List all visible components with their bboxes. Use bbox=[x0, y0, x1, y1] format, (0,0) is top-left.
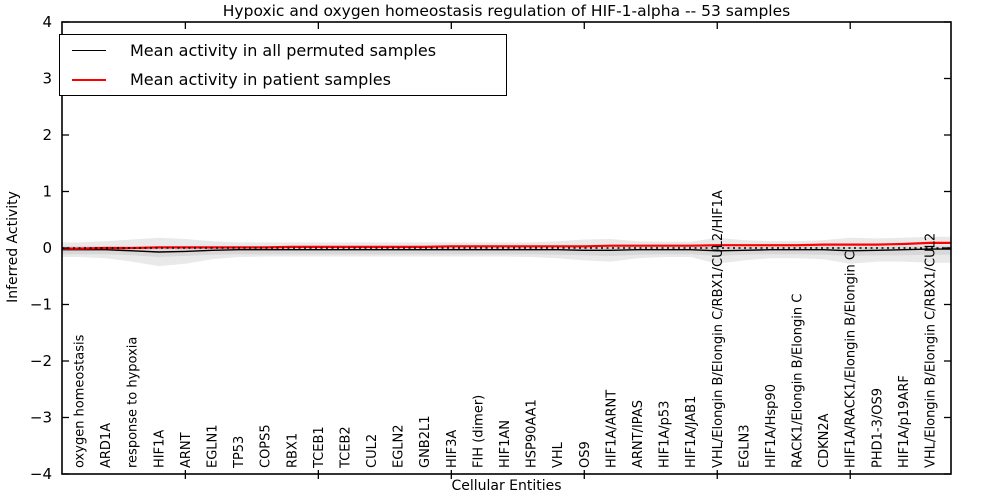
category-label: response to hypoxia bbox=[126, 337, 141, 468]
category-label: EGLN1 bbox=[205, 424, 220, 468]
category-label: VHL/Elongin B/Elongin C/RBX1/CUL2/HIF1A bbox=[711, 190, 726, 468]
chart-title: Hypoxic and oxygen homeostasis regulatio… bbox=[222, 2, 791, 20]
category-label: HIF1AN bbox=[498, 420, 513, 468]
category-label: HSP90AA1 bbox=[525, 399, 540, 468]
category-label: TCEB2 bbox=[338, 426, 353, 469]
legend-line-sample-permuted bbox=[72, 49, 106, 51]
y-tick-label: 1 bbox=[42, 183, 52, 201]
y-tick-label: −4 bbox=[30, 465, 52, 483]
category-label: VHL bbox=[551, 441, 566, 468]
category-labels: oxygen homeostasis ARD1A response to hypox… bbox=[73, 190, 939, 469]
legend-item-permuted: Mean activity in all permuted samples bbox=[60, 36, 506, 64]
black-line-swatch bbox=[72, 49, 106, 51]
y-tick-label: −1 bbox=[30, 296, 52, 314]
category-label: HIF1A/p53 bbox=[658, 401, 673, 468]
category-label: HIF1A/ARNT bbox=[604, 390, 619, 468]
legend: Mean activity in all permuted samples Me… bbox=[59, 34, 507, 96]
y-tick-label: −3 bbox=[30, 409, 52, 427]
legend-line-sample-patient bbox=[72, 78, 106, 81]
category-label: oxygen homeostasis bbox=[73, 334, 88, 468]
category-label: HIF1A/p19ARF bbox=[897, 375, 912, 468]
permuted-mean-line bbox=[62, 248, 951, 253]
legend-label-permuted: Mean activity in all permuted samples bbox=[130, 40, 437, 60]
category-label: ARD1A bbox=[99, 423, 114, 468]
legend-label-patient: Mean activity in patient samples bbox=[130, 70, 391, 90]
category-label: EGLN2 bbox=[392, 424, 407, 468]
y-tick-label: −2 bbox=[30, 352, 52, 370]
category-label: FIH (dimer) bbox=[471, 395, 486, 468]
category-label: ARNT/IPAS bbox=[631, 400, 646, 468]
category-label: HIF1A/JAB1 bbox=[684, 396, 699, 468]
y-tick-label: 4 bbox=[42, 13, 52, 31]
y-tick-label: 3 bbox=[42, 70, 52, 88]
patient-mean-line bbox=[62, 241, 951, 250]
category-label: OS9 bbox=[578, 441, 593, 468]
red-line-swatch bbox=[72, 78, 106, 81]
category-label: HIF3A bbox=[445, 430, 460, 468]
x-axis-label: Cellular Entities bbox=[451, 478, 562, 494]
y-tick-label: 2 bbox=[42, 126, 52, 144]
series-lines bbox=[62, 241, 951, 253]
category-label: HIF1A bbox=[152, 430, 167, 468]
category-label: RACK1/Elongin B/Elongin C bbox=[791, 294, 806, 468]
legend-item-patient: Mean activity in patient samples bbox=[60, 66, 506, 94]
category-label: PHD1-3/OS9 bbox=[870, 388, 885, 468]
y-axis-label: Inferred Activity bbox=[5, 191, 21, 303]
category-label: VHL/Elongin B/Elongin C/RBX1/CUL2 bbox=[924, 233, 939, 468]
category-label: ARNT bbox=[179, 432, 194, 468]
category-label: HIF1A/Hsp90 bbox=[764, 384, 779, 468]
y-tick-labels: −4 −3 −2 −1 0 1 2 3 4 bbox=[30, 13, 52, 483]
category-label: HIF1A/RACK1/Elongin B/Elongin C bbox=[844, 251, 859, 468]
category-label: EGLN3 bbox=[737, 424, 752, 468]
category-label: TCEB1 bbox=[312, 426, 327, 469]
category-label: GNB2L1 bbox=[418, 415, 433, 468]
category-label: RBX1 bbox=[285, 433, 300, 468]
y-tick-label: 0 bbox=[42, 239, 52, 257]
category-label: CUL2 bbox=[365, 434, 380, 468]
category-label: TP53 bbox=[232, 436, 247, 469]
category-label: COPS5 bbox=[259, 424, 274, 468]
category-label: CDKN2A bbox=[817, 413, 832, 468]
